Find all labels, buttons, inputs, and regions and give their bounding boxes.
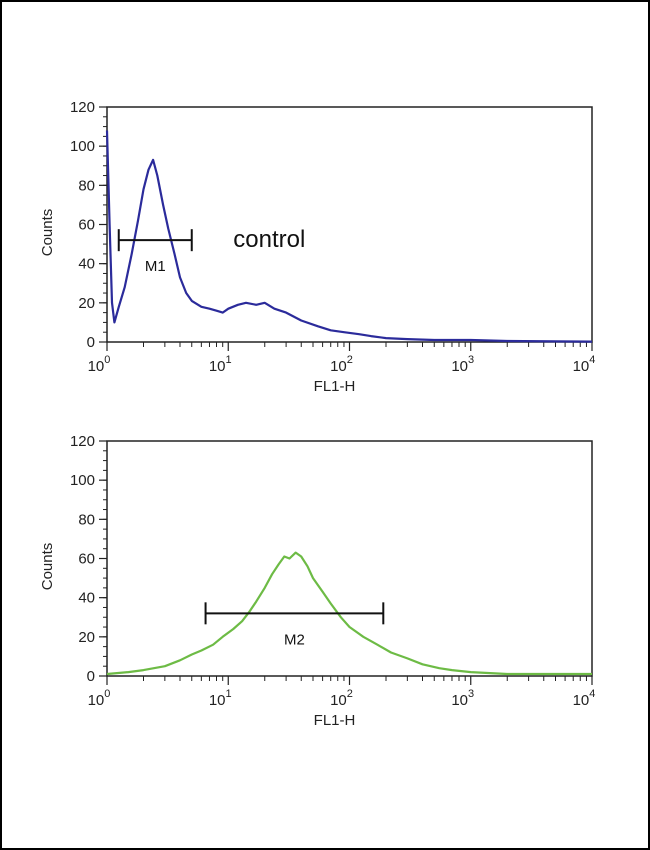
y-axis-title: Counts <box>39 209 56 257</box>
x-tick-label: 101 <box>209 354 232 375</box>
x-axis-title: FL1-H <box>314 712 356 729</box>
y-tick-label: 60 <box>78 551 95 568</box>
y-tick-label: 80 <box>78 511 95 528</box>
plot-area <box>106 440 593 677</box>
y-tick-label: 20 <box>78 629 95 646</box>
x-tick-label: 104 <box>573 354 596 375</box>
y-tick-label: 20 <box>78 295 95 312</box>
histogram-panel-1: 100 101 102 103 104 0 20 40 60 80 100 120 FL1-H Count… <box>39 99 595 395</box>
sample-label: control <box>233 226 305 253</box>
x-tick-label: 104 <box>573 688 596 709</box>
x-tick-label: 100 <box>88 688 111 709</box>
y-tick-label: 40 <box>78 590 95 607</box>
gate-label: M1 <box>145 258 166 275</box>
y-tick-label: 100 <box>70 472 95 489</box>
histogram-panel-2: 100 101 102 103 104 0 20 40 60 80 100 120 FL1-H Count… <box>39 433 595 729</box>
y-tick-label: 100 <box>70 138 95 155</box>
y-tick-label: 40 <box>78 256 95 273</box>
histogram-series-line <box>106 551 592 676</box>
plot-area <box>106 106 593 343</box>
x-tick-label: 100 <box>88 354 111 375</box>
y-tick-label: 120 <box>70 99 95 116</box>
y-tick-label: 60 <box>78 217 95 234</box>
x-tick-label: 101 <box>209 688 232 709</box>
y-tick-label: 0 <box>87 334 95 351</box>
x-tick-label: 102 <box>330 688 353 709</box>
y-tick-label: 80 <box>78 177 95 194</box>
x-tick-label: 103 <box>451 354 474 375</box>
y-axis-title: Counts <box>39 543 56 591</box>
y-tick-label: 120 <box>70 433 95 450</box>
x-tick-label: 102 <box>330 354 353 375</box>
y-tick-label: 0 <box>87 668 95 685</box>
histogram-series-line <box>105 130 593 343</box>
x-axis-title: FL1-H <box>314 378 356 395</box>
gate-label: M2 <box>284 631 305 648</box>
x-tick-label: 103 <box>451 688 474 709</box>
